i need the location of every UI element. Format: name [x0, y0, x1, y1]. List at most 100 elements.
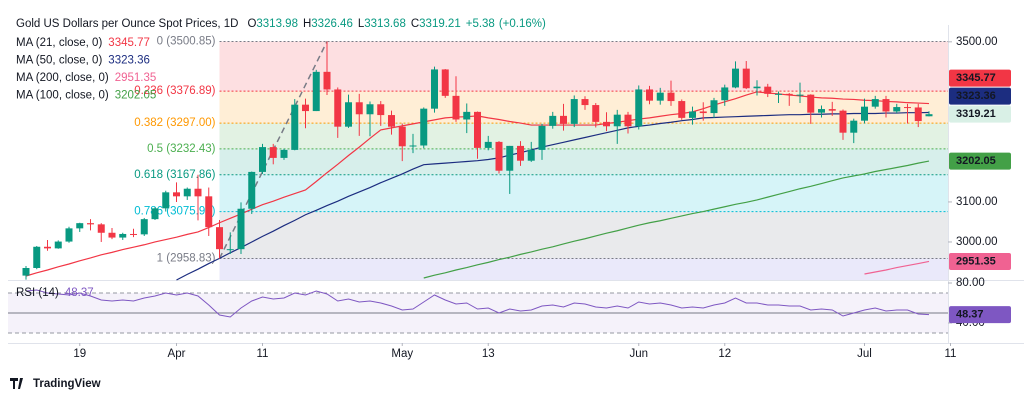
fib-value: (3167.86): [166, 169, 215, 181]
candle-body: [613, 114, 621, 127]
candle-body: [570, 99, 578, 124]
legend-name: MA (21, close, 0): [16, 37, 102, 49]
fib-value: (3500.85): [166, 36, 215, 48]
price-tag-label: 2951.35: [956, 255, 996, 267]
fib-label: 0.5 (3232.43): [147, 143, 216, 155]
fib-ratio: 1: [157, 252, 163, 264]
fib-label: 0.382 (3297.00): [134, 117, 215, 129]
candle-body: [764, 86, 772, 94]
candle-body: [226, 249, 234, 251]
ohlc-value: 3313.98: [256, 18, 298, 30]
candle-body: [205, 196, 213, 228]
ohlc-value: 3313.68: [364, 18, 406, 30]
price-tag-label: 3345.77: [956, 72, 996, 84]
candle-body: [517, 145, 524, 161]
legend-value: 3323.36: [108, 55, 150, 67]
candle-body: [366, 104, 374, 115]
x-tick-label: 11: [257, 348, 269, 360]
candle-body: [140, 219, 148, 235]
candle-body: [818, 109, 825, 113]
candle-body: [108, 232, 116, 238]
legend-name: MA (200, close, 0): [16, 72, 109, 84]
candle-body: [603, 121, 610, 127]
candle-body: [732, 68, 739, 88]
x-tick-label: Jul: [857, 348, 872, 360]
candle-body: [656, 92, 664, 101]
x-tick-label: 19: [73, 348, 86, 360]
fib-band: [219, 211, 948, 259]
ma-line: [176, 111, 930, 281]
candle-body: [409, 145, 417, 147]
fib-ratio: 0.786: [134, 206, 163, 218]
candle-body: [775, 93, 782, 95]
fib-ratio: 0.236: [134, 85, 163, 97]
change-pct: (+0.16%): [499, 18, 546, 30]
ohlc-label: O: [247, 18, 256, 30]
ohlc-label: H: [303, 18, 311, 30]
candle-body: [871, 99, 879, 107]
fib-band: [219, 123, 948, 149]
ohlc-value: 3319.21: [419, 18, 461, 30]
candle-body: [699, 111, 707, 114]
candle-body: [194, 188, 202, 197]
candle-body: [925, 114, 933, 117]
footer-brand: TradingView: [33, 378, 101, 390]
candle-body: [742, 68, 750, 89]
candle-body: [495, 141, 503, 171]
y-tick-label: 3500.00: [956, 36, 998, 48]
candle-body: [345, 102, 352, 127]
price-tag-label: 3202.05: [956, 155, 996, 167]
fib-label: 0.786 (3075.93): [134, 206, 215, 218]
candle-body: [796, 94, 804, 96]
rsi-tag: [949, 306, 1011, 324]
fib-label: 0.236 (3376.89): [134, 85, 215, 97]
candle-body: [323, 71, 331, 90]
candle-body: [377, 104, 385, 116]
candle-body: [248, 171, 256, 209]
candle-body: [130, 233, 137, 235]
price-tag: [949, 252, 1011, 270]
chart-header: Gold US Dollars per Ounce Spot Prices, 1…: [16, 18, 546, 30]
candle-body: [97, 224, 105, 233]
ma-line: [864, 260, 930, 275]
candle-body: [431, 69, 438, 109]
candle-body: [312, 71, 320, 112]
x-tick-label: 11: [945, 348, 957, 360]
legend-name: MA (50, close, 0): [16, 55, 102, 67]
price-tag: [949, 152, 1011, 170]
candle-body: [162, 192, 170, 209]
x-tick-label: May: [391, 348, 413, 360]
candle-body: [259, 147, 266, 172]
fib-value: (3376.89): [166, 85, 215, 97]
candle-body: [54, 241, 62, 249]
candle-body: [119, 233, 127, 238]
fib-value: (3297.00): [166, 117, 215, 129]
x-tick-label: 13: [482, 348, 495, 360]
candle-body: [44, 246, 51, 249]
candle-body: [721, 87, 729, 101]
candle-body: [710, 100, 718, 114]
candle-body: [538, 125, 546, 150]
legend-value: 3202.05: [115, 90, 157, 102]
ma-line: [423, 160, 930, 279]
legend-entry: MA (50, close, 0) 3323.36: [16, 55, 150, 67]
rsi-legend-value: 48.37: [65, 287, 94, 299]
candle-body: [753, 86, 761, 89]
candle-body: [291, 104, 299, 150]
logo-mark: [10, 378, 23, 389]
candle-body: [452, 95, 460, 120]
candle-body: [850, 120, 858, 133]
price-tag-label: 3323.36: [956, 90, 996, 102]
rsi-tick-label: 80.00: [956, 277, 985, 289]
candle-body: [463, 111, 471, 120]
candle-body: [882, 99, 890, 112]
candle-body: [183, 188, 191, 197]
candle-body: [87, 223, 94, 225]
fib-band: [219, 91, 948, 124]
price-tag: [949, 69, 1011, 87]
fib-ratio: 0: [157, 36, 163, 48]
candle-body: [592, 105, 600, 122]
candle-body: [828, 109, 836, 111]
